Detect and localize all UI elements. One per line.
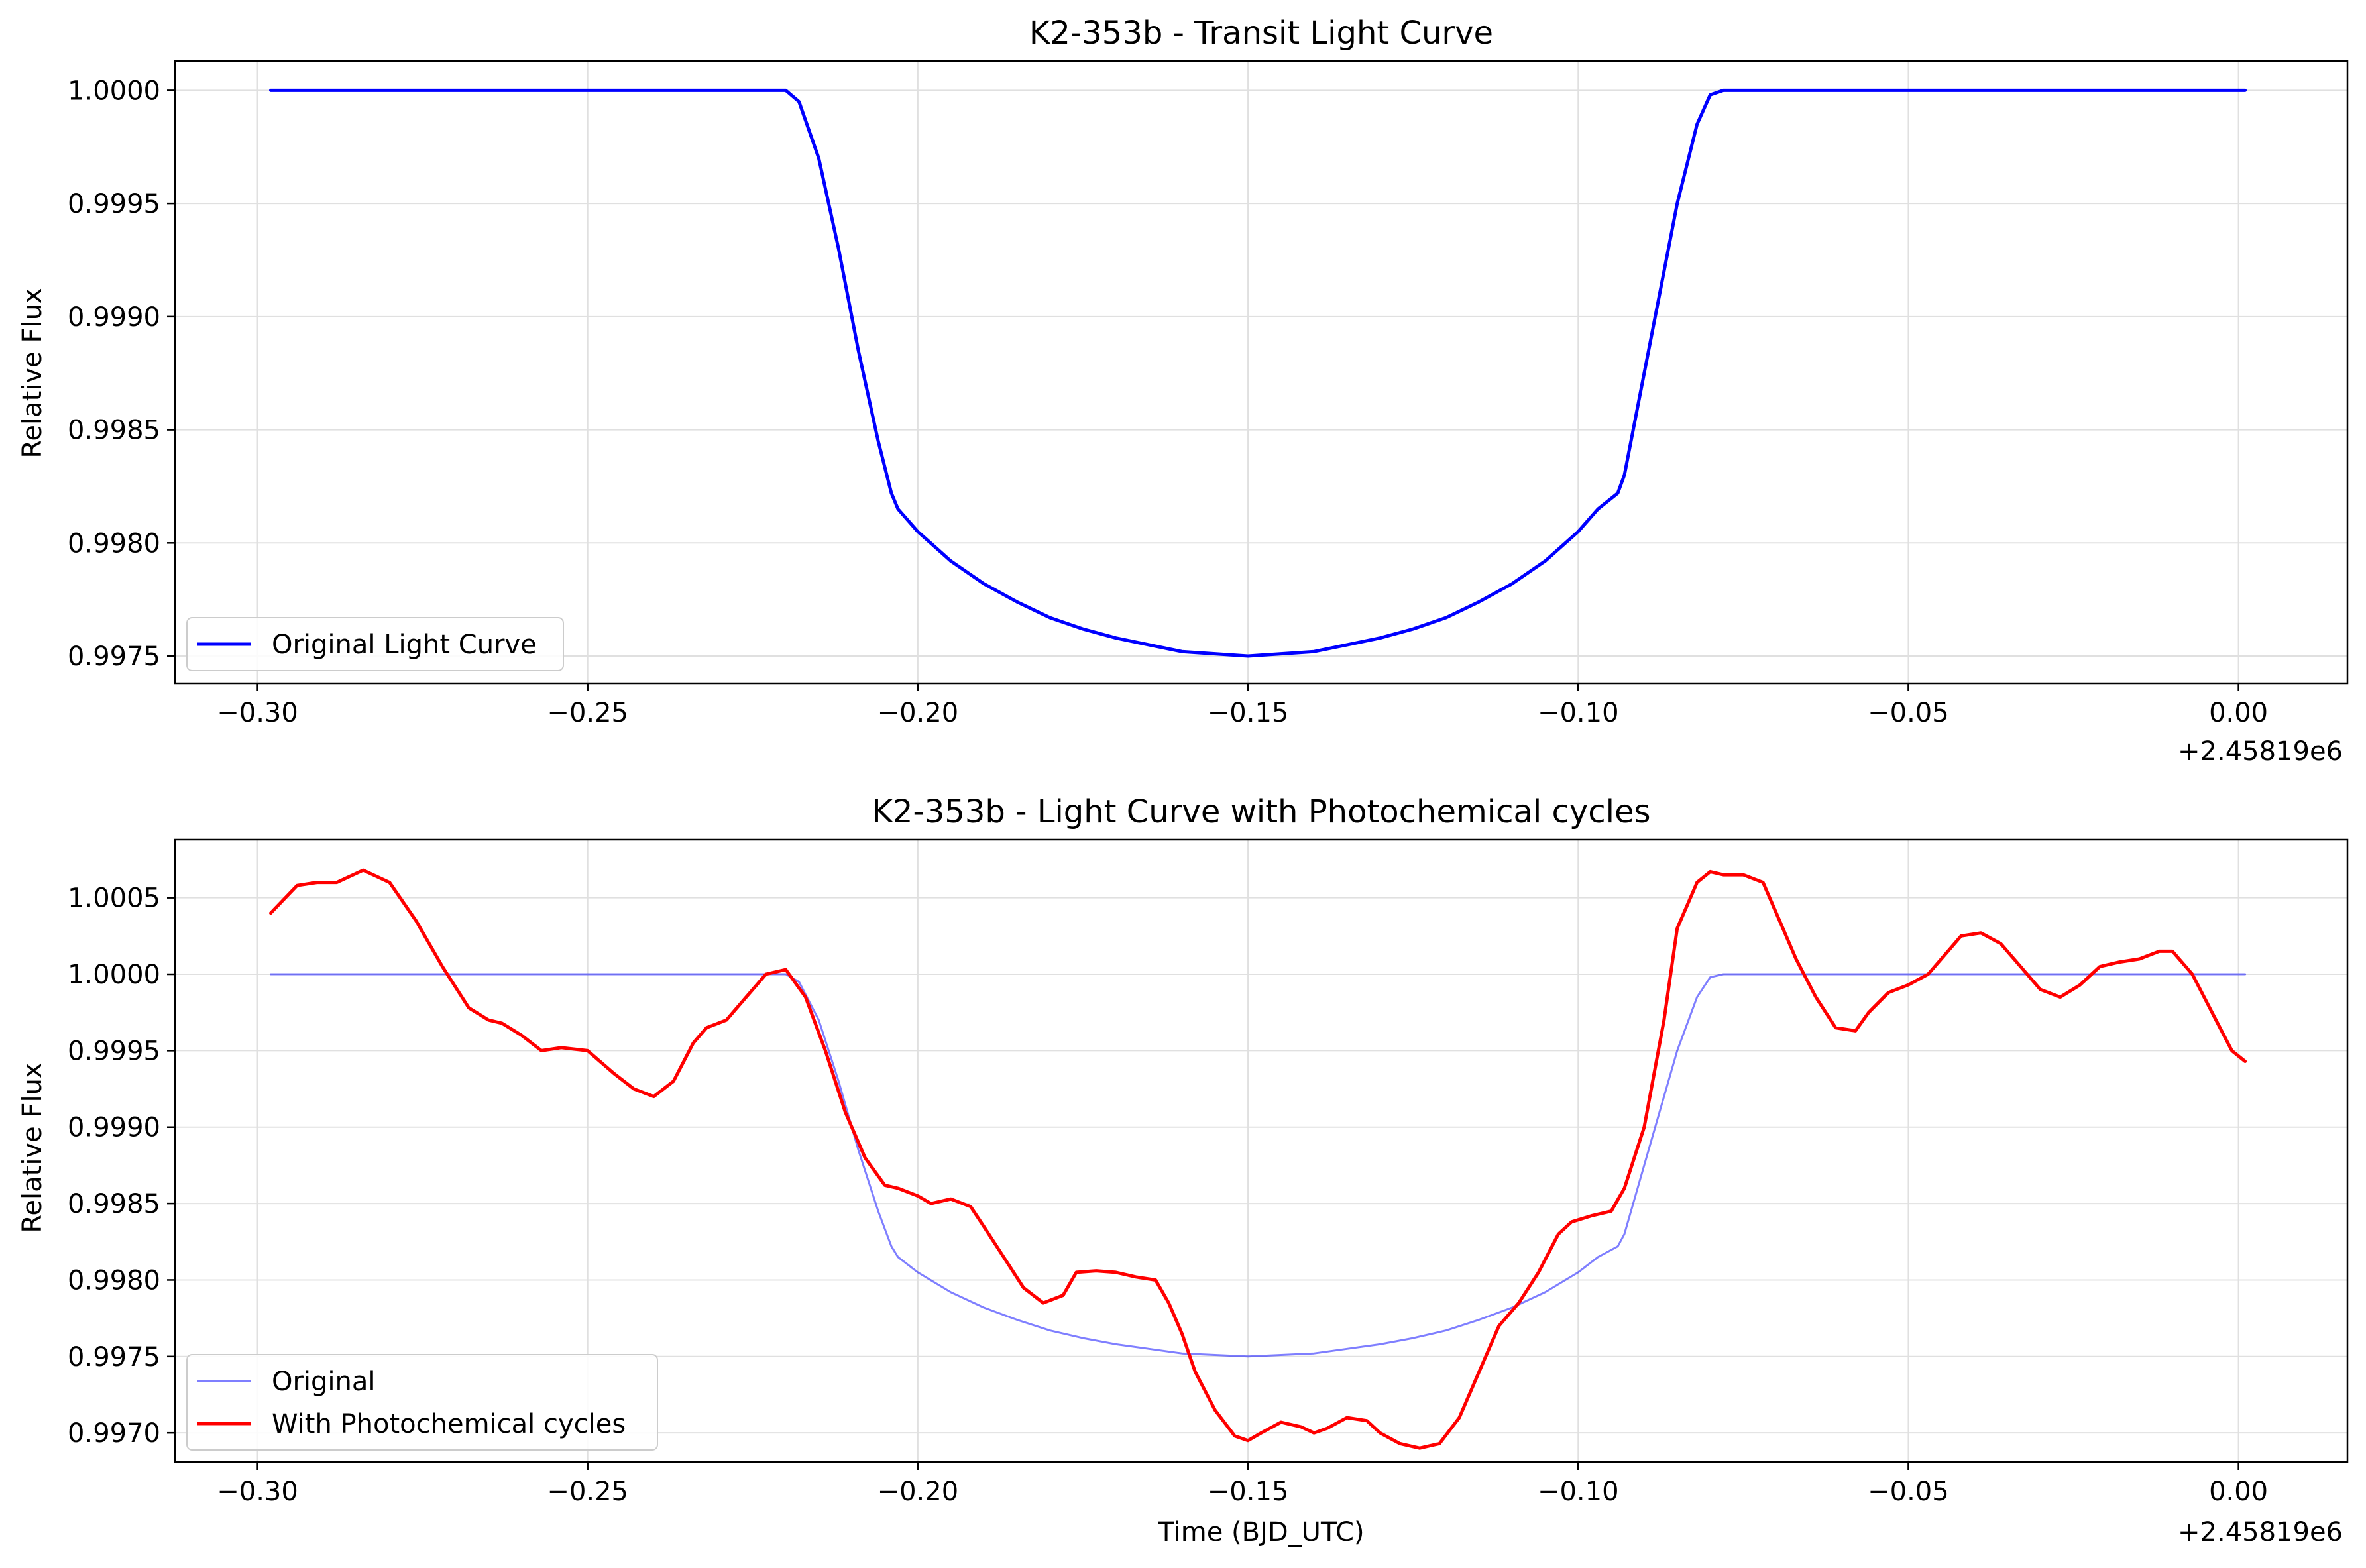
chart-title: K2-353b - Transit Light Curve bbox=[1029, 15, 1493, 52]
y-tick-label: 0.9975 bbox=[68, 642, 160, 672]
y-tick-label: 1.0000 bbox=[68, 960, 160, 990]
x-tick-label: −0.05 bbox=[1868, 1477, 1949, 1507]
x-tick-label: −0.05 bbox=[1868, 698, 1949, 728]
series-layer bbox=[269, 88, 2247, 658]
chart-title: K2-353b - Light Curve with Photochemical… bbox=[872, 793, 1650, 830]
y-tick-label: 0.9985 bbox=[68, 1189, 160, 1219]
y-tick-label: 0.9990 bbox=[68, 302, 160, 333]
legend: Original Light Curve bbox=[186, 617, 564, 671]
x-tick-label: −0.10 bbox=[1538, 698, 1619, 728]
y-tick-label: 0.9995 bbox=[68, 189, 160, 219]
series-line-0 bbox=[270, 973, 2247, 1358]
legend-label: Original Light Curve bbox=[272, 630, 537, 660]
y-axis-label: Relative Flux bbox=[17, 1062, 48, 1233]
x-tick-label: −0.20 bbox=[877, 1477, 959, 1507]
tick-marks: −0.30 −0.25 −0.20 −0.15 −0.10 −0.05 0.00 0.9970… bbox=[68, 883, 2268, 1507]
y-tick-label: 0.9970 bbox=[68, 1418, 160, 1449]
plot-frame bbox=[174, 60, 2349, 685]
y-tick-label: 0.9990 bbox=[68, 1113, 160, 1143]
legend-box bbox=[186, 617, 564, 671]
y-tick-label: 1.0005 bbox=[68, 883, 160, 914]
x-tick-label: −0.10 bbox=[1538, 1477, 1619, 1507]
x-tick-label: −0.30 bbox=[217, 1477, 298, 1507]
legend-box bbox=[186, 1354, 658, 1451]
chart-panel-photochemical: K2-353b - Light Curve with Photochemical… bbox=[17, 793, 2349, 1547]
x-offset-label: +2.45819e6 bbox=[2178, 736, 2343, 767]
plot-frame bbox=[174, 838, 2349, 1463]
series-layer bbox=[269, 868, 2247, 1450]
x-tick-label: −0.30 bbox=[217, 698, 298, 728]
legend-label: With Photochemical cycles bbox=[272, 1409, 626, 1439]
x-tick-label: −0.20 bbox=[877, 698, 959, 728]
x-offset-label: +2.45819e6 bbox=[2178, 1517, 2343, 1547]
y-tick-label: 0.9985 bbox=[68, 416, 160, 446]
series-line-1 bbox=[269, 868, 2247, 1450]
y-tick-label: 0.9995 bbox=[68, 1036, 160, 1066]
tick-marks: −0.30 −0.25 −0.20 −0.15 −0.10 −0.05 0.00 0.9975… bbox=[68, 76, 2268, 728]
y-tick-label: 0.9975 bbox=[68, 1342, 160, 1372]
legend-label: Original bbox=[272, 1367, 376, 1397]
x-axis-label: Time (BJD_UTC) bbox=[1157, 1517, 1364, 1547]
y-axis-label: Relative Flux bbox=[17, 288, 48, 458]
y-tick-label: 0.9980 bbox=[68, 528, 160, 559]
chart-panel-transit: K2-353b - Transit Light Curve Relative F… bbox=[17, 15, 2349, 767]
x-tick-label: −0.15 bbox=[1208, 698, 1289, 728]
y-tick-label: 1.0000 bbox=[68, 76, 160, 106]
series-line-0 bbox=[269, 88, 2247, 658]
grid bbox=[175, 61, 2347, 683]
x-tick-label: −0.25 bbox=[547, 698, 628, 728]
x-tick-label: 0.00 bbox=[2209, 698, 2268, 728]
y-tick-label: 0.9980 bbox=[68, 1265, 160, 1296]
x-tick-label: −0.15 bbox=[1208, 1477, 1289, 1507]
x-tick-label: 0.00 bbox=[2209, 1477, 2268, 1507]
x-tick-label: −0.25 bbox=[547, 1477, 628, 1507]
legend: Original With Photochemical cycles bbox=[186, 1354, 658, 1451]
